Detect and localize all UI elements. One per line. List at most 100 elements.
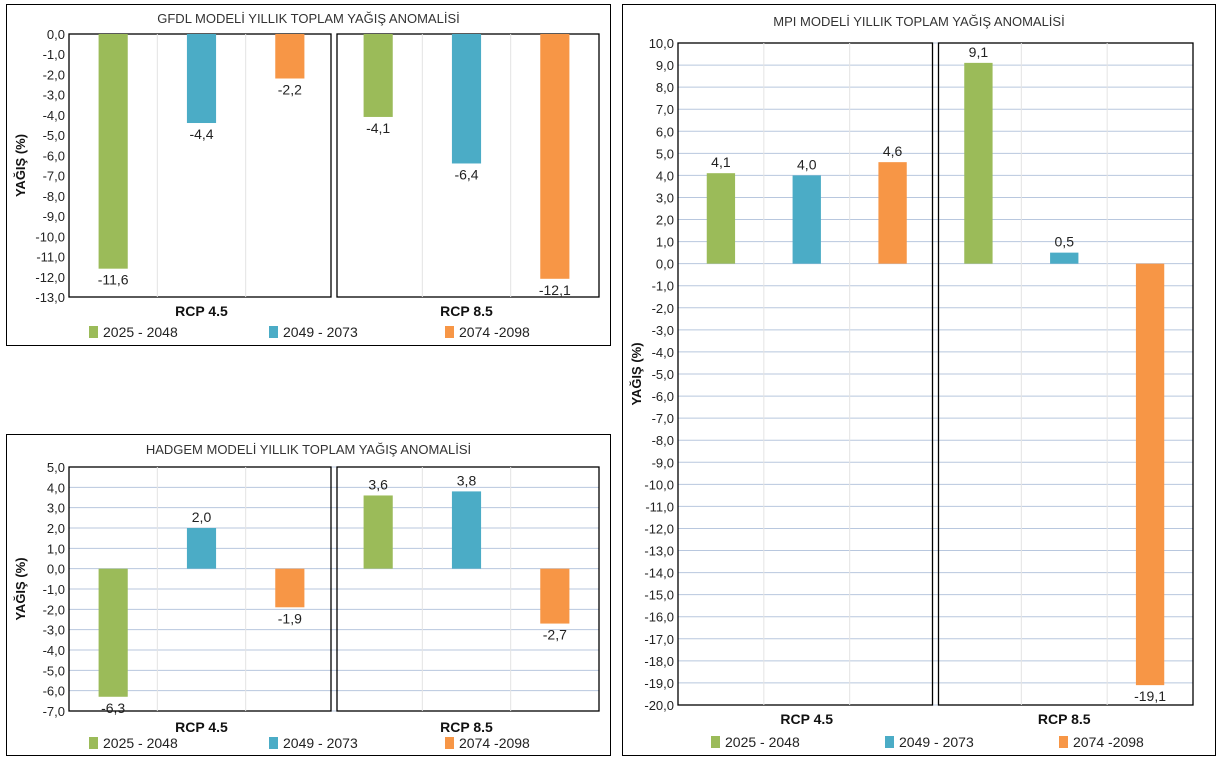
bar — [792, 175, 821, 264]
y-tick-label: -13,0 — [644, 544, 674, 559]
bar — [1050, 252, 1079, 264]
y-tick-label: -11,0 — [645, 499, 674, 514]
y-tick-label: -7,0 — [652, 411, 674, 426]
y-tick-label: -7,0 — [43, 704, 65, 719]
data-label: -12,1 — [539, 282, 571, 298]
data-label: 2,0 — [192, 509, 212, 525]
y-tick-label: -18,0 — [644, 654, 674, 669]
legend-item: 2049 - 2073 — [899, 734, 974, 750]
data-label: -19,1 — [1134, 688, 1166, 704]
legend-swatch — [89, 737, 98, 749]
y-tick-label: -7,0 — [43, 169, 65, 184]
data-label: 3,8 — [457, 472, 477, 488]
y-tick-label: -1,0 — [43, 47, 65, 62]
category-panel — [937, 42, 1194, 706]
bar — [363, 495, 393, 569]
y-axis-label: YAĞIŞ (%) — [13, 557, 28, 620]
chart-title: GFDL MODELİ YILLIK TOPLAM YAĞIŞ ANOMALİS… — [157, 11, 459, 26]
y-tick-label: -13,0 — [35, 290, 65, 305]
y-tick-label: 3,0 — [656, 190, 674, 205]
y-tick-label: 1,0 — [656, 235, 674, 250]
bar — [706, 173, 736, 264]
y-tick-label: -6,0 — [652, 389, 674, 404]
bar — [363, 34, 393, 117]
legend-swatch — [885, 736, 894, 748]
y-tick-label: -12,0 — [35, 270, 65, 285]
y-tick-label: -4,0 — [43, 643, 65, 658]
data-label: -4,4 — [189, 126, 213, 142]
gfdl-chart-frame: GFDL MODELİ YILLIK TOPLAM YAĞIŞ ANOMALİS… — [6, 4, 611, 346]
bar — [540, 34, 570, 279]
bar — [878, 162, 907, 264]
hadgem-chart: HADGEM MODELİ YILLIK TOPLAM YAĞIŞ ANOMAL… — [13, 442, 600, 751]
data-label: 3,6 — [368, 476, 388, 492]
y-tick-label: -1,0 — [43, 582, 65, 597]
y-tick-label: 10,0 — [649, 36, 674, 51]
y-tick-label: -20,0 — [644, 698, 674, 713]
category-label: RCP 8.5 — [440, 719, 493, 735]
bar — [186, 34, 217, 124]
legend-item: 2074 -2098 — [459, 324, 530, 340]
bar — [451, 34, 482, 164]
chart-title: HADGEM MODELİ YILLIK TOPLAM YAĞIŞ ANOMAL… — [146, 442, 471, 457]
data-label: -6,4 — [454, 166, 478, 182]
y-tick-label: 6,0 — [656, 124, 674, 139]
legend-swatch — [269, 737, 278, 749]
category-panel — [336, 466, 600, 712]
y-tick-label: -3,0 — [43, 88, 65, 103]
y-tick-label: 0,0 — [47, 562, 65, 577]
y-tick-label: -10,0 — [35, 229, 65, 244]
data-label: 9,1 — [969, 44, 989, 60]
category-label: RCP 4.5 — [780, 711, 833, 727]
y-tick-label: -2,0 — [43, 67, 65, 82]
data-label: 4,0 — [797, 156, 817, 172]
category-panel — [68, 466, 332, 712]
data-label: 4,1 — [711, 154, 731, 170]
y-tick-label: -16,0 — [644, 610, 674, 625]
legend-swatch — [269, 326, 278, 338]
y-tick-label: -8,0 — [43, 189, 65, 204]
hadgem-chart-frame: HADGEM MODELİ YILLIK TOPLAM YAĞIŞ ANOMAL… — [6, 434, 611, 756]
y-tick-label: 9,0 — [656, 58, 674, 73]
y-tick-label: 2,0 — [656, 213, 674, 228]
y-tick-label: 0,0 — [47, 27, 65, 42]
y-tick-label: 1,0 — [47, 541, 65, 556]
legend-item: 2074 -2098 — [1073, 734, 1144, 750]
category-label: RCP 4.5 — [175, 303, 228, 319]
y-tick-label: -2,0 — [43, 602, 65, 617]
y-tick-label: -12,0 — [644, 521, 674, 536]
y-tick-label: -6,0 — [43, 684, 65, 699]
y-tick-label: 4,0 — [47, 480, 65, 495]
data-label: -6,3 — [101, 700, 125, 716]
y-axis-label: YAĞIŞ (%) — [629, 342, 644, 405]
y-tick-label: -2,0 — [652, 301, 674, 316]
gfdl-chart: GFDL MODELİ YILLIK TOPLAM YAĞIŞ ANOMALİS… — [13, 11, 600, 340]
bar — [964, 62, 993, 264]
legend-swatch — [89, 326, 98, 338]
y-tick-label: 5,0 — [47, 460, 65, 475]
mpi-chart: MPI MODELİ YILLIK TOPLAM YAĞIŞ ANOMALİSİ… — [629, 14, 1194, 750]
bar — [98, 568, 128, 697]
y-tick-label: -5,0 — [43, 128, 65, 143]
chart-title: MPI MODELİ YILLIK TOPLAM YAĞIŞ ANOMALİSİ — [773, 14, 1064, 29]
y-tick-label: -3,0 — [43, 623, 65, 638]
data-label: -11,6 — [98, 272, 129, 288]
y-tick-label: -6,0 — [43, 148, 65, 163]
y-tick-label: 8,0 — [656, 80, 674, 95]
y-tick-label: -3,0 — [652, 323, 674, 338]
y-tick-label: 0,0 — [656, 257, 674, 272]
y-tick-label: 5,0 — [656, 146, 674, 161]
legend-item: 2074 -2098 — [459, 735, 530, 751]
y-tick-label: -4,0 — [652, 345, 674, 360]
y-tick-label: -14,0 — [644, 566, 674, 581]
category-label: RCP 8.5 — [440, 303, 493, 319]
y-tick-label: -1,0 — [652, 279, 674, 294]
y-tick-label: -19,0 — [644, 676, 674, 691]
bar — [98, 34, 128, 269]
legend-item: 2025 - 2048 — [725, 734, 800, 750]
data-label: -2,2 — [278, 82, 302, 98]
data-label: 0,5 — [1055, 234, 1075, 250]
y-tick-label: -9,0 — [652, 455, 674, 470]
y-tick-label: 2,0 — [47, 521, 65, 536]
data-label: -1,9 — [278, 610, 302, 626]
